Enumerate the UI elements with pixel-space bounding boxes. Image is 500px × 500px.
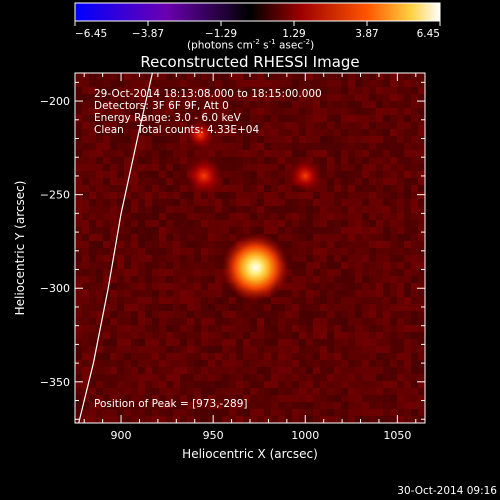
annotation-clean: Clean Total counts: 4.33E+04 [94, 124, 259, 136]
x-tick-label: 950 [203, 429, 224, 442]
x-tick-label: 1000 [291, 429, 319, 442]
x-axis-ticks: 900 950 1000 1050 [83, 73, 417, 442]
annotations: 29-Oct-2014 18:13:08.000 to 18:15:00.000… [94, 88, 322, 410]
chart-title: Reconstructed RHESSI Image [140, 53, 359, 71]
colorbar-tick-label: 1.29 [282, 28, 305, 40]
x-axis-label: Heliocentric X (arcsec) [182, 447, 318, 461]
solar-limb-curve [78, 73, 153, 423]
y-tick-label: −350 [40, 376, 70, 389]
x-tick-label: 1050 [383, 429, 411, 442]
colorbar-tick-label: −3.87 [132, 28, 164, 40]
secondary-source [185, 157, 223, 195]
annotation-peak-position: Position of Peak = [973,-289] [94, 398, 248, 410]
x-tick-label: 900 [111, 429, 132, 442]
secondary-source [288, 159, 322, 193]
colorbar-unit-label: (photons cm-2 s-1 asec-2) [187, 38, 315, 52]
colorbar-ticks: −6.45 −3.87 −1.29 1.29 3.87 6.45 [74, 21, 441, 40]
colorbar-tick-label: 6.45 [417, 28, 440, 40]
y-axis-ticks: −200 −250 −300 −350 [40, 81, 425, 420]
timestamp: 30-Oct-2014 09:16 [397, 485, 497, 497]
colorbar [74, 2, 441, 22]
y-tick-label: −200 [40, 95, 70, 108]
colorbar-tick-label: −6.45 [75, 28, 107, 40]
annotation-energy: Energy Range: 3.0 - 6.0 keV [94, 112, 242, 124]
colorbar-tick-label: −1.29 [205, 28, 237, 40]
peak-source [221, 233, 290, 302]
y-tick-label: −300 [40, 282, 70, 295]
y-tick-label: −250 [40, 189, 70, 202]
image-area [75, 73, 425, 423]
sources [185, 119, 322, 302]
annotation-detectors: Detectors: 3F 6F 9F, Att 0 [94, 100, 229, 112]
secondary-source [185, 119, 216, 150]
colorbar-tick-label: 3.87 [355, 28, 378, 40]
y-axis-label: Heliocentric Y (arcsec) [13, 181, 27, 316]
annotation-time: 29-Oct-2014 18:13:08.000 to 18:15:00.000 [94, 88, 322, 100]
